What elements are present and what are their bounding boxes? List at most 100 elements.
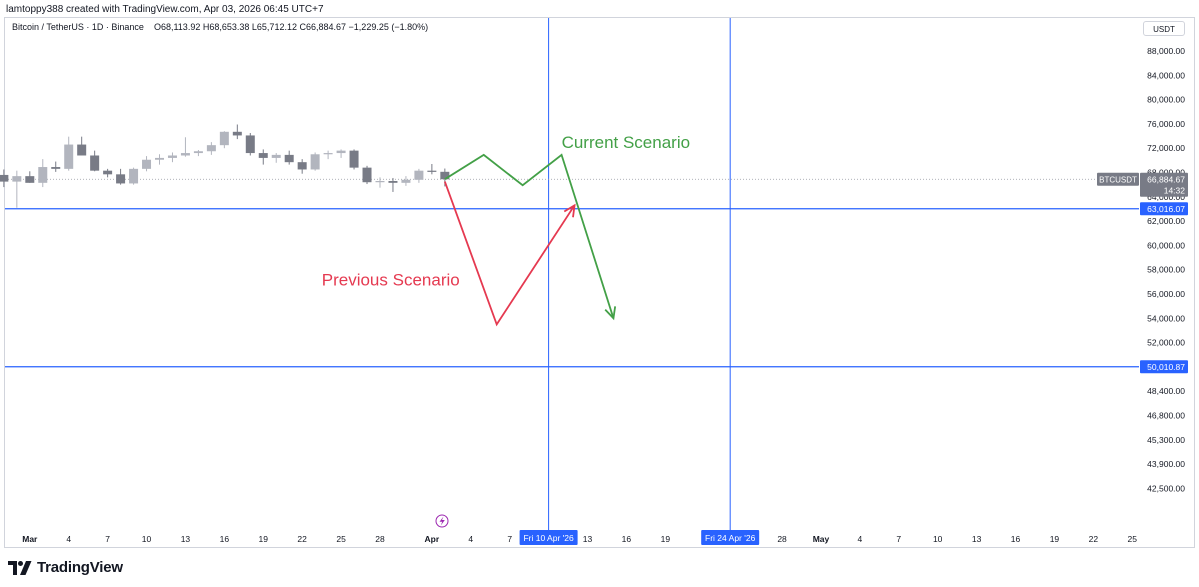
- time-tick-label: 13: [583, 534, 593, 544]
- tradingview-wordmark: TradingView: [37, 559, 123, 576]
- symbol-tag-label: BTCUSDT: [1099, 175, 1137, 184]
- candle-body: [349, 150, 359, 168]
- candle-body: [388, 181, 398, 183]
- tradingview-logo[interactable]: TradingView: [8, 559, 123, 576]
- time-tick-label: 4: [468, 534, 473, 544]
- price-tick-label: 68,000.00: [1147, 168, 1185, 178]
- price-tick-label: 84,000.00: [1147, 70, 1185, 80]
- price-tick-label: 58,000.00: [1147, 265, 1185, 275]
- time-tick-label: Apr: [425, 534, 440, 544]
- candle-body: [271, 154, 281, 158]
- time-tick-label: 13: [972, 534, 982, 544]
- candle-body: [51, 167, 61, 169]
- symbol-title[interactable]: Bitcoin / TetherUS · 1D · Binance: [12, 22, 144, 32]
- scenario-arrowhead: [563, 203, 576, 218]
- candle-body: [142, 159, 152, 169]
- price-tick-label: 43,900.00: [1147, 459, 1185, 469]
- candle-body: [401, 179, 411, 183]
- candle-body: [180, 153, 190, 156]
- price-tick-label: 48,400.00: [1147, 386, 1185, 396]
- last-price-tag: [1140, 172, 1188, 197]
- price-line-tag-label: 63,016.07: [1147, 204, 1185, 214]
- price-tick-label: 46,800.00: [1147, 411, 1185, 421]
- date-tag: [701, 530, 760, 545]
- countdown-label: 14:32: [1164, 185, 1186, 195]
- time-tick-label: 10: [142, 534, 152, 544]
- candle-body: [90, 155, 100, 171]
- price-tick-label: 52,000.00: [1147, 338, 1185, 348]
- candle-body: [362, 167, 372, 183]
- candle-body: [284, 154, 294, 163]
- price-tick-label: 60,000.00: [1147, 240, 1185, 250]
- time-tick-label: 28: [777, 534, 787, 544]
- price-line-tag: [1140, 202, 1188, 216]
- candle-body: [414, 170, 424, 180]
- time-tick-label: 25: [1128, 534, 1138, 544]
- time-tick-label: 10: [933, 534, 943, 544]
- close-label: C: [299, 22, 306, 32]
- time-axis[interactable]: Mar 4 7 10 13 16 19 22 25 28 Apr 4 7 13 16 19 28 May 4 7 10 1…: [22, 530, 1137, 545]
- time-tick-label: 22: [1089, 534, 1099, 544]
- candle-body: [167, 155, 177, 158]
- time-tick-label: 22: [297, 534, 307, 544]
- chart-credit: lamtoppy388 created with TradingView.com…: [6, 4, 324, 15]
- time-tick-label: 19: [1050, 534, 1060, 544]
- price-tick-label: 45,300.00: [1147, 435, 1185, 445]
- price-tick-label: 72,000.00: [1147, 143, 1185, 153]
- chart-frame: [4, 17, 1195, 548]
- scenario-label: Previous Scenario: [322, 270, 460, 289]
- date-tag-label: Fri 10 Apr '26: [523, 533, 574, 543]
- date-tag-label: Fri 24 Apr '26: [705, 533, 756, 543]
- time-tick-label: 4: [858, 534, 863, 544]
- candle-body: [323, 153, 333, 155]
- tradingview-logo-icon: [8, 560, 32, 575]
- candle-body: [297, 162, 307, 170]
- time-tick-label: 16: [622, 534, 632, 544]
- candle-body: [155, 157, 164, 160]
- candles-layer: [0, 124, 450, 208]
- candle-body: [219, 131, 229, 146]
- scenario-paths-layer: Current Scenario Previous Scenario: [322, 133, 690, 327]
- time-tick-label: 4: [66, 534, 71, 544]
- event-marker[interactable]: [435, 514, 449, 528]
- candle-body: [103, 170, 113, 175]
- price-tick-label: 76,000.00: [1147, 119, 1185, 129]
- scenario-path: [444, 153, 615, 319]
- price-axis[interactable]: 88,000.00 84,000.00 80,000.00 76,000.00 72,0…: [1147, 46, 1185, 493]
- price-tick-label: 56,000.00: [1147, 289, 1185, 299]
- time-tick-label: 13: [181, 534, 191, 544]
- price-tick-label: 62,000.00: [1147, 216, 1185, 226]
- candle-body: [375, 181, 385, 183]
- candle-body: [310, 154, 320, 170]
- price-tick-label: 88,000.00: [1147, 46, 1185, 56]
- low-value: 65,712.12: [256, 22, 297, 32]
- last-price-label: 66,884.67: [1147, 174, 1185, 184]
- time-tick-label: Mar: [22, 534, 38, 544]
- candle-body: [129, 168, 139, 184]
- candle-body: [25, 176, 35, 183]
- symbol-legend: Bitcoin / TetherUS · 1D · Binance O68,11…: [12, 22, 428, 32]
- candle-body: [427, 170, 437, 172]
- time-tick-label: 16: [220, 534, 230, 544]
- time-tick-label: 7: [507, 534, 512, 544]
- high-label: H: [202, 22, 210, 32]
- candle-body: [64, 144, 74, 169]
- candle-body: [38, 167, 48, 183]
- time-tick-label: 7: [896, 534, 901, 544]
- symbol-tag: [1097, 172, 1139, 186]
- candle-body: [245, 135, 255, 154]
- time-tick-label: 16: [1011, 534, 1021, 544]
- time-tick-label: 28: [375, 534, 385, 544]
- price-tick-label: 54,000.00: [1147, 313, 1185, 323]
- currency-selector[interactable]: USDT: [1143, 21, 1185, 36]
- candle-body: [12, 176, 22, 182]
- scenario-path: [443, 181, 576, 327]
- candle-body: [116, 174, 126, 184]
- price-tick-label: 42,500.00: [1147, 483, 1185, 493]
- price-line-tag: [1140, 360, 1188, 374]
- vertical-lines-layer: [548, 18, 731, 530]
- time-tick-label: 19: [661, 534, 671, 544]
- scenario-arrowhead: [604, 306, 617, 321]
